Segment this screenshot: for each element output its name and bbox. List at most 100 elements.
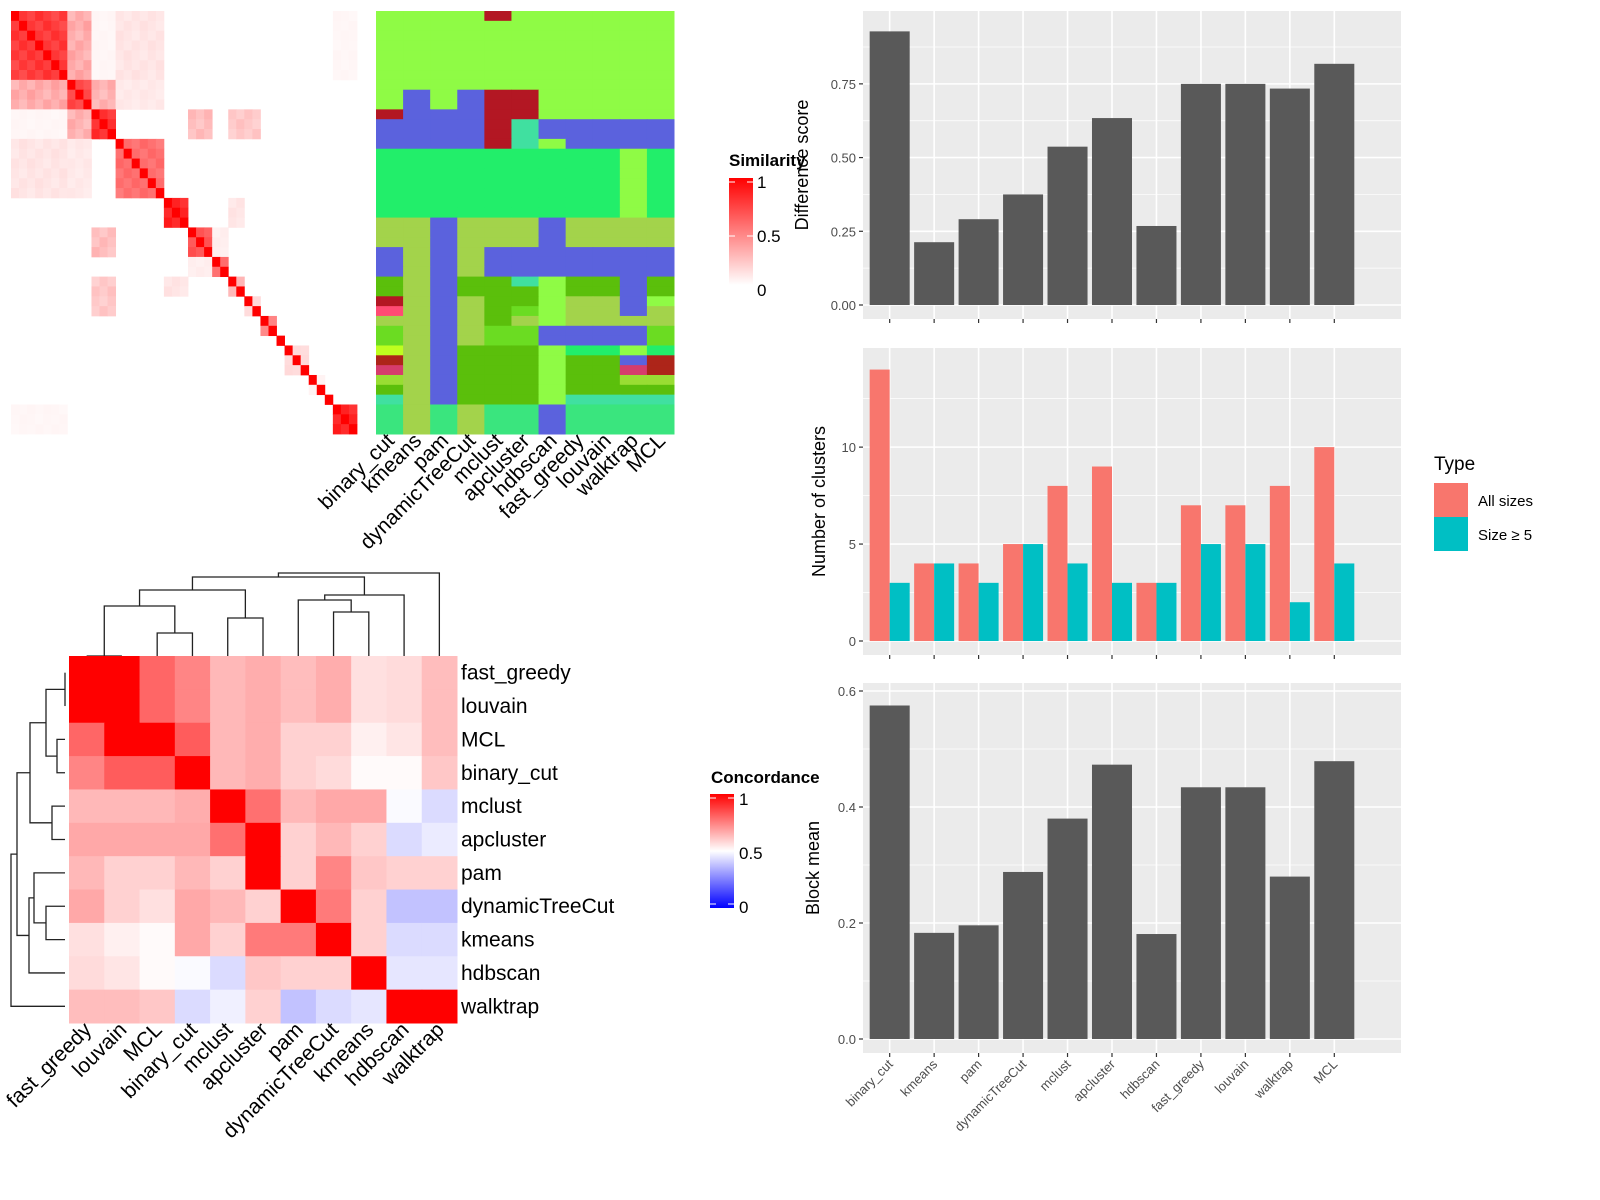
membership-cell xyxy=(430,79,458,91)
similarity-cell xyxy=(83,148,92,159)
membership-cell xyxy=(538,345,567,356)
membership-cell xyxy=(646,374,675,386)
membership-cell xyxy=(457,286,485,297)
membership-cell xyxy=(484,129,512,140)
similarity-cell xyxy=(147,138,157,150)
x-tick-label: mclust xyxy=(1036,1056,1073,1093)
similarity-cell xyxy=(19,99,28,110)
membership-cell xyxy=(511,296,540,307)
bar-Size ≥ 5-pam xyxy=(978,582,999,641)
similarity-legend-colorbar xyxy=(729,178,753,285)
concordance-cell xyxy=(174,689,211,724)
similarity-cell xyxy=(212,237,221,248)
membership-cell xyxy=(511,158,540,169)
similarity-cell xyxy=(11,89,20,100)
membership-cell xyxy=(592,266,621,278)
similarity-cell xyxy=(59,119,68,130)
similarity-cell xyxy=(316,374,326,386)
membership-cell xyxy=(484,256,512,268)
membership-cell xyxy=(484,197,512,209)
concordance-cell xyxy=(315,689,352,724)
membership-cell xyxy=(619,424,648,435)
membership-cell xyxy=(376,129,404,140)
concordance-legend: Concordance 1 0.5 0 xyxy=(710,768,820,917)
concordance-cell xyxy=(315,856,352,891)
concordance-cell xyxy=(280,856,317,891)
similarity-cell xyxy=(83,30,92,41)
membership-cell xyxy=(538,178,567,189)
similarity-cell xyxy=(51,414,60,425)
membership-cell xyxy=(592,138,621,150)
similarity-cell xyxy=(75,20,84,32)
membership-cell xyxy=(376,20,404,32)
membership-cell xyxy=(592,394,621,405)
similarity-cell xyxy=(147,30,157,41)
membership-cell xyxy=(592,109,621,120)
similarity-cell xyxy=(91,237,100,248)
similarity-cell xyxy=(348,30,358,41)
similarity-cell xyxy=(91,11,100,22)
membership-cell xyxy=(457,30,485,42)
similarity-cell xyxy=(212,227,221,238)
membership-cell xyxy=(592,188,621,199)
similarity-cell xyxy=(107,296,117,307)
membership-cell xyxy=(538,217,567,228)
membership-cell xyxy=(376,119,404,130)
similarity-cell xyxy=(27,79,36,91)
membership-cell xyxy=(538,129,567,140)
membership-cell xyxy=(511,217,540,228)
membership-cell xyxy=(430,266,458,278)
similarity-cell xyxy=(35,188,44,199)
concordance-cell xyxy=(351,989,387,1024)
membership-cell xyxy=(592,70,621,81)
similarity-cell xyxy=(340,30,350,41)
membership-cell xyxy=(376,276,404,287)
membership-cell xyxy=(646,178,675,189)
similarity-cell xyxy=(107,109,117,120)
membership-cell xyxy=(376,296,404,307)
dendrogram-branch xyxy=(324,594,405,656)
similarity-cell xyxy=(163,197,173,209)
membership-cell xyxy=(376,286,404,297)
similarity-cell xyxy=(67,40,76,51)
similarity-cell xyxy=(348,50,358,61)
similarity-cell xyxy=(11,414,20,425)
membership-cell xyxy=(457,217,485,228)
similarity-cell xyxy=(332,50,342,61)
similarity-cell xyxy=(163,217,173,228)
membership-cell xyxy=(511,11,540,22)
membership-cell xyxy=(430,50,458,61)
similarity-cell xyxy=(35,414,44,425)
concordance-cell xyxy=(104,889,141,924)
similarity-cell xyxy=(83,188,92,199)
similarity-cell xyxy=(83,89,92,100)
membership-cell xyxy=(484,384,512,396)
membership-cell xyxy=(511,286,540,297)
similarity-cell xyxy=(67,178,76,189)
similarity-cell xyxy=(75,109,84,120)
similarity-cell xyxy=(276,335,285,346)
membership-cell xyxy=(619,335,648,346)
concordance-legend-title: Concordance xyxy=(711,768,820,787)
similarity-cell xyxy=(220,266,229,278)
similarity-cell xyxy=(67,188,76,199)
similarity-cell xyxy=(348,60,358,71)
membership-cell xyxy=(646,70,675,81)
membership-cell xyxy=(646,335,675,346)
membership-cell xyxy=(565,138,594,150)
similarity-cell xyxy=(19,79,28,91)
concordance-cell xyxy=(421,956,458,991)
membership-cell xyxy=(592,384,621,396)
similarity-cell xyxy=(147,178,157,189)
membership-cell xyxy=(565,109,594,120)
membership-cell xyxy=(538,138,567,150)
membership-cell xyxy=(457,138,485,150)
similarity-cell xyxy=(220,227,229,238)
similarity-cell xyxy=(171,217,181,228)
similarity-cell xyxy=(11,424,20,435)
membership-cell xyxy=(565,365,594,376)
membership-cell xyxy=(403,256,431,268)
membership-cell xyxy=(403,119,431,130)
concordance-cell xyxy=(210,822,246,857)
similarity-legend: Similarity 1 0.5 0 xyxy=(729,151,806,300)
